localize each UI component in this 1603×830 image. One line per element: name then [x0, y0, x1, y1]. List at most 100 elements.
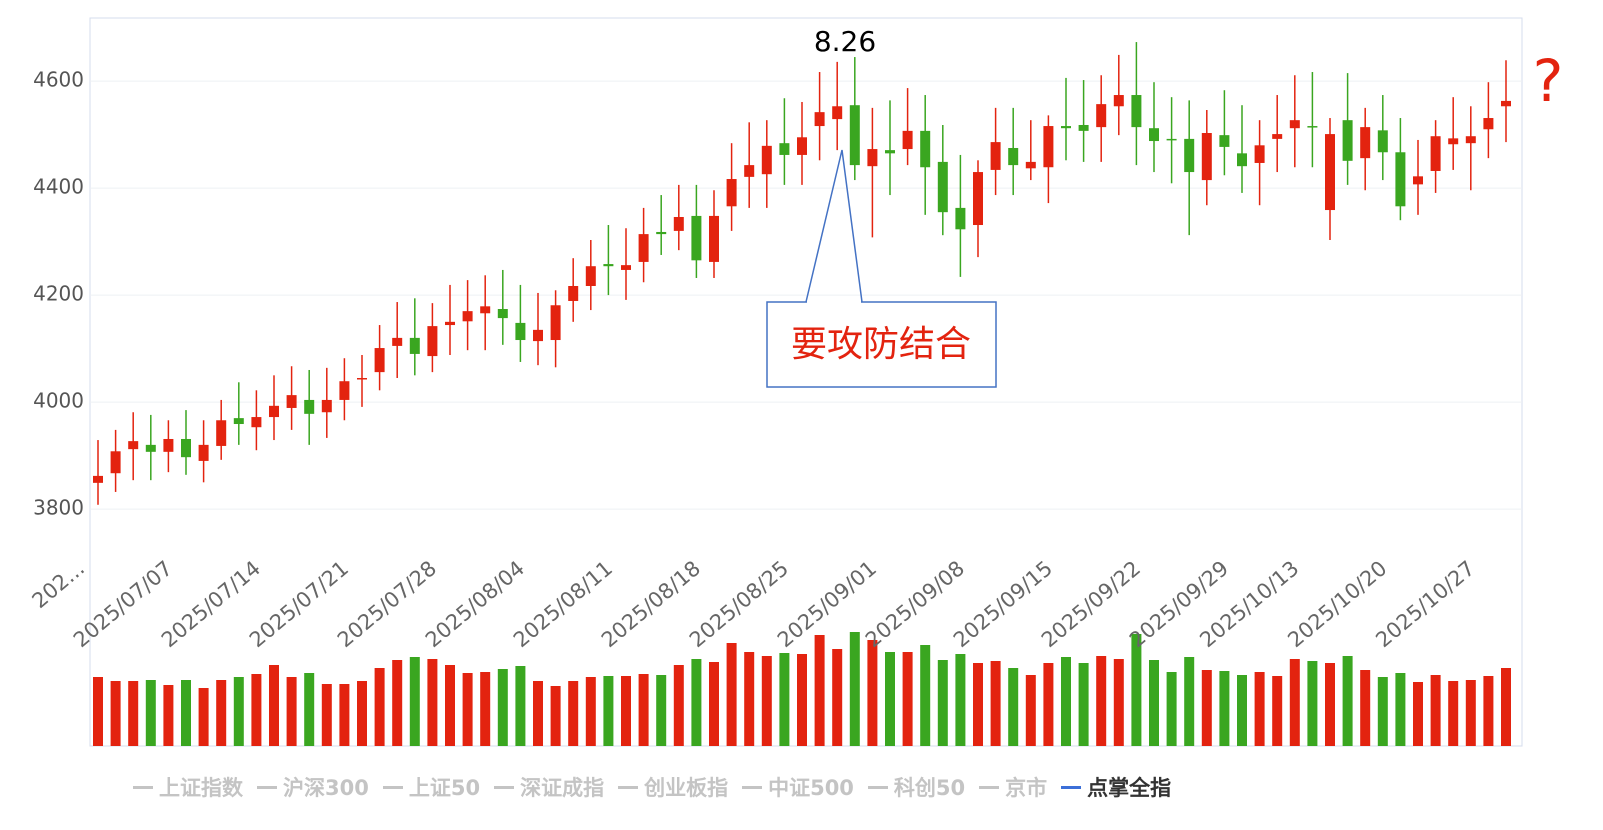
candle-body [1166, 138, 1177, 141]
y-tick-label: 3800 [33, 496, 84, 520]
callout-text: 要攻防结合 [791, 324, 971, 365]
candle-body [515, 322, 526, 341]
volume-bar [709, 662, 719, 746]
candle-body [1483, 118, 1494, 130]
volume-bar [1096, 656, 1107, 746]
volume-bar [181, 680, 191, 746]
volume-bar [832, 649, 843, 746]
legend-item[interactable]: 京市 [979, 772, 1047, 802]
legend-label: 沪深300 [283, 776, 369, 800]
volume-bar [1166, 672, 1177, 746]
volume-bar [550, 686, 561, 746]
legend-item[interactable]: 沪深300 [257, 772, 369, 802]
volume-bar [920, 645, 931, 746]
candle-body [374, 348, 385, 373]
x-tick-label: 202... [28, 556, 89, 613]
legend-swatch [867, 785, 888, 789]
volume-bar [1448, 681, 1459, 746]
volume-bar [1395, 673, 1406, 746]
volume-bar [1254, 672, 1265, 746]
volume-bar [1008, 668, 1019, 746]
candle-body [392, 337, 403, 346]
candle-body [814, 112, 825, 127]
candle-body [621, 265, 631, 270]
legend-swatch [382, 785, 403, 789]
candle-body [1325, 134, 1335, 211]
candle-body [1289, 120, 1300, 129]
legend-item[interactable]: 创业板指 [618, 772, 728, 802]
marks: 202...2025/07/072025/07/142025/07/212025… [28, 42, 1511, 746]
legend-label: 点掌全指 [1087, 776, 1172, 800]
volume-bar [304, 673, 315, 746]
volume-bar [251, 674, 262, 746]
volume-bar [1113, 659, 1124, 746]
candle-body [1025, 161, 1036, 169]
volume-bar [973, 663, 983, 746]
candle-body [937, 161, 948, 213]
volume-bar [533, 681, 543, 746]
y-tick-label: 4200 [33, 282, 84, 306]
candle-body [1395, 152, 1406, 207]
volume-bar [603, 676, 614, 746]
volume-bar [128, 681, 139, 746]
question-mark: ? [1533, 47, 1564, 115]
volume-bar [445, 665, 455, 746]
volume-bar [779, 653, 790, 746]
volume-bar [849, 632, 860, 746]
volume-bar [1149, 660, 1159, 746]
candle-body [1184, 138, 1195, 173]
legend-item[interactable]: 科创50 [867, 772, 965, 802]
volume-bar [1043, 663, 1054, 746]
candle-body [744, 165, 755, 177]
candle-body [849, 105, 860, 166]
volume-bar [797, 654, 807, 746]
volume-bar [955, 654, 966, 746]
candle-body [1377, 130, 1388, 153]
candle-body [691, 215, 702, 261]
volume-bar [339, 684, 350, 746]
legend: 上证指数 沪深300 上证50 深证成指 创业板指 中证500 科创50 京市 点掌全指 [133, 772, 1171, 802]
candle-body [1272, 134, 1283, 139]
peak-label: 8.26 [814, 25, 876, 58]
legend-item[interactable]: 上证指数 [133, 772, 243, 802]
candle-body [181, 438, 191, 458]
volume-bar [621, 676, 631, 746]
y-tick-label: 4400 [33, 175, 84, 199]
candle-body [93, 475, 103, 483]
legend-item[interactable]: 点掌全指 [1061, 772, 1171, 802]
volume-bar [691, 659, 702, 746]
volume-bar [814, 635, 825, 746]
candle-body [445, 321, 455, 326]
volume-bar [1413, 682, 1423, 746]
candle-body [550, 305, 561, 341]
volume-bar [1483, 676, 1494, 746]
candle-body [990, 142, 1001, 170]
candle-body [216, 420, 227, 446]
volume-bar [1131, 634, 1142, 746]
volume-bar [568, 681, 579, 746]
volume-bar [392, 660, 403, 746]
volume-bar [937, 660, 948, 746]
candle-body [603, 264, 614, 267]
volume-bar [1219, 671, 1230, 746]
candle-body [1360, 127, 1371, 159]
volume-bar [1325, 663, 1335, 746]
legend-swatch [257, 785, 277, 789]
callout-box [766, 301, 997, 388]
volume-bar [990, 661, 1001, 746]
legend-item[interactable]: 中证500 [742, 772, 854, 802]
candle-body [920, 130, 931, 168]
legend-item[interactable]: 深证成指 [494, 772, 604, 802]
candle-body [973, 172, 983, 226]
volume-bar [1465, 680, 1476, 746]
volume-bar [585, 677, 596, 746]
candle-body [832, 106, 843, 120]
callout-pointer [805, 149, 863, 303]
candle-body [1254, 145, 1265, 163]
candle-body [339, 381, 350, 400]
legend-item[interactable]: 上证50 [382, 772, 480, 802]
legend-swatch [979, 785, 1000, 789]
volume-bar [269, 665, 279, 746]
candle-body [163, 438, 174, 452]
